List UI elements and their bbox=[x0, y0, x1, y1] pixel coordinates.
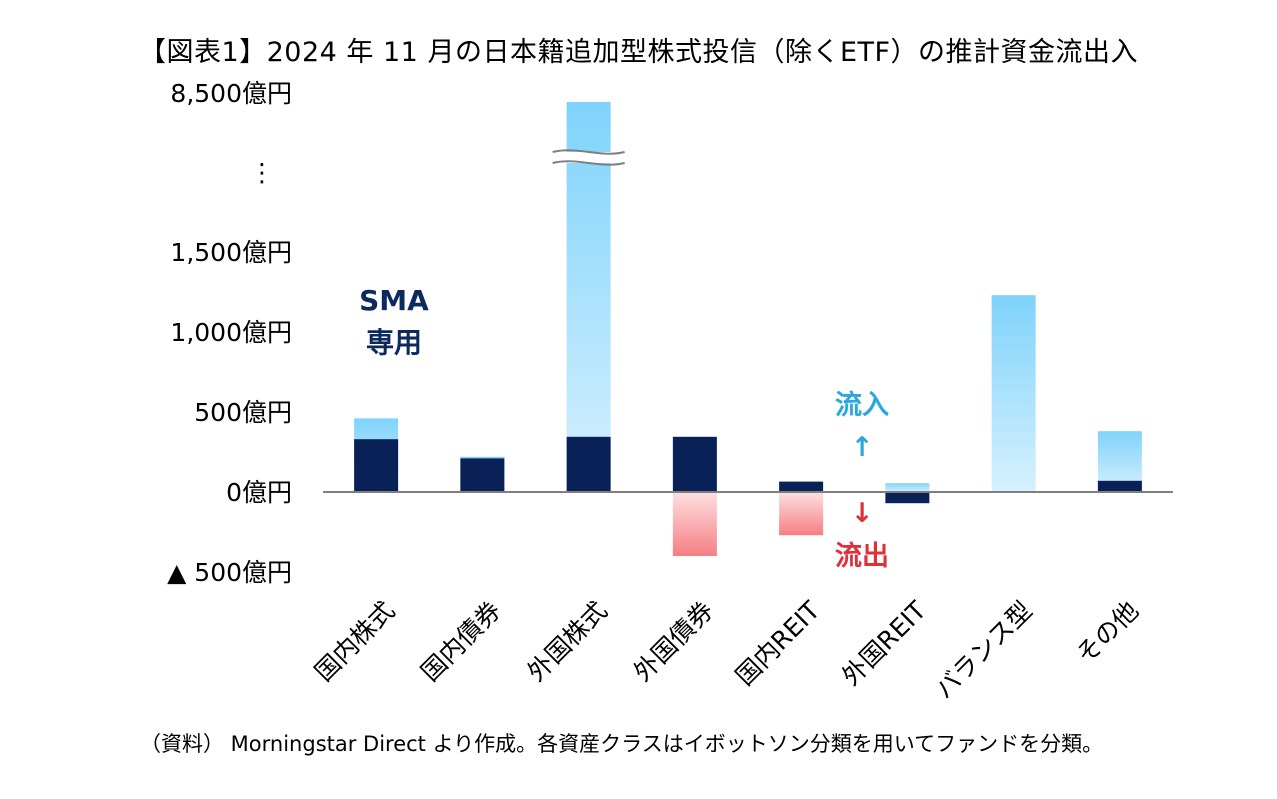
bars-layer bbox=[354, 102, 1142, 556]
sma-label-line1: SMA bbox=[359, 284, 429, 317]
bar-total-5 bbox=[885, 483, 930, 492]
outflow-label: 流出 bbox=[835, 541, 889, 572]
x-category-label: 外国REIT bbox=[836, 595, 932, 691]
break-line-upper bbox=[552, 149, 625, 155]
x-category-label: 外国株式 bbox=[522, 596, 613, 687]
x-category-label: 国内REIT bbox=[730, 595, 826, 691]
chart-title: 【図表1】2024 年 11 月の日本籍追加型株式投信（除くETF）の推計資金流… bbox=[138, 37, 1139, 68]
y-tick-label: 500億円 bbox=[194, 398, 292, 427]
outflow-arrow-icon: ↓ bbox=[851, 498, 874, 529]
y-tick-label: ▲ 500億円 bbox=[167, 558, 292, 587]
x-category-label: その他 bbox=[1071, 596, 1145, 670]
y-tick-label: ⋮ bbox=[250, 158, 275, 187]
y-tick-label: 8,500億円 bbox=[170, 79, 292, 108]
bar-total-2 bbox=[566, 102, 611, 492]
inflow-arrow-icon: ↑ bbox=[851, 432, 874, 463]
axis-break bbox=[552, 149, 625, 166]
bar-total-4 bbox=[779, 492, 824, 536]
bar-sma-2 bbox=[566, 436, 611, 492]
y-axis-ticks: 8,500億円 ⋮ 1,500億円 1,000億円 500億円 0億円 ▲ 500億円 bbox=[167, 79, 292, 587]
inflow-label: 流入 bbox=[835, 390, 889, 421]
bar-total-6 bbox=[991, 295, 1036, 492]
break-line-lower bbox=[552, 160, 625, 166]
bar-total-3 bbox=[672, 492, 717, 556]
y-tick-label: 0億円 bbox=[226, 478, 292, 507]
break-gap bbox=[552, 152, 625, 163]
bar-sma-4 bbox=[779, 481, 824, 492]
y-tick-label: 1,500億円 bbox=[170, 238, 292, 267]
bar-sma-5 bbox=[885, 492, 930, 504]
x-category-label: 国内株式 bbox=[309, 596, 400, 687]
x-category-label: 外国債券 bbox=[628, 596, 719, 687]
bar-sma-3 bbox=[672, 436, 717, 492]
source-note: （資料） Morningstar Direct より作成。各資産クラスはイボット… bbox=[140, 732, 1104, 756]
x-category-label: 国内債券 bbox=[415, 596, 506, 687]
sma-label-line2: 専用 bbox=[366, 326, 422, 359]
bar-sma-0 bbox=[354, 439, 399, 492]
y-tick-label: 1,000億円 bbox=[170, 318, 292, 347]
bar-sma-1 bbox=[460, 458, 505, 492]
x-category-label: バランス型 bbox=[929, 596, 1038, 705]
bar-sma-7 bbox=[1097, 480, 1142, 492]
